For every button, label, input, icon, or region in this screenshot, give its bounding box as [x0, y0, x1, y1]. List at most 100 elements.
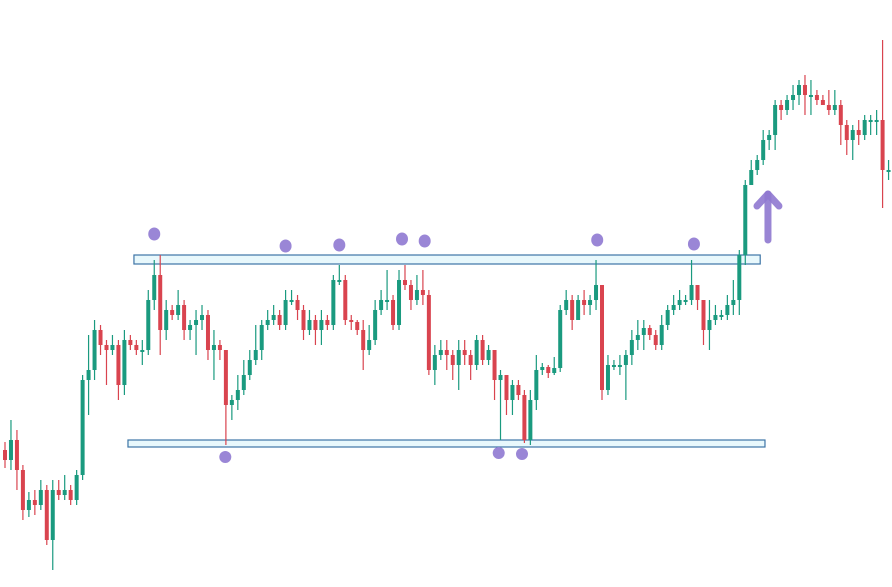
candle-body — [420, 290, 425, 295]
candle — [283, 290, 288, 330]
resistance-touch-marker — [591, 233, 604, 247]
candle — [80, 375, 85, 480]
candle-body — [367, 340, 372, 350]
candle — [743, 180, 748, 265]
candle-body — [635, 335, 640, 340]
candle-body — [241, 375, 246, 390]
candle-body — [289, 300, 294, 302]
candle-body — [385, 300, 390, 302]
candle-body — [68, 490, 73, 500]
candle-body — [229, 400, 234, 405]
candle — [838, 100, 843, 145]
candle — [432, 345, 437, 385]
candle-body — [146, 300, 151, 350]
candle-body — [74, 475, 79, 500]
candle — [582, 290, 587, 315]
candle — [546, 365, 551, 378]
candle — [808, 80, 813, 115]
candle-body — [713, 315, 718, 320]
candle — [623, 350, 628, 400]
candle — [659, 315, 664, 350]
candle — [3, 442, 7, 468]
candle-body — [56, 490, 61, 495]
candle — [468, 350, 473, 380]
candle-body — [259, 325, 264, 350]
candle-body — [152, 275, 157, 300]
candle — [725, 295, 730, 320]
candle-body — [170, 310, 175, 315]
candle — [791, 85, 796, 110]
candle-body — [814, 95, 819, 100]
candle — [594, 260, 599, 310]
candle-body — [773, 105, 778, 135]
candle — [498, 370, 503, 440]
candle-body — [540, 367, 545, 370]
candle-body — [337, 280, 342, 282]
candle-body — [86, 370, 91, 380]
breakout-arrow-head — [753, 190, 783, 210]
candle — [552, 357, 557, 375]
candle-body — [110, 345, 115, 350]
resistance-touch-marker — [148, 227, 161, 241]
candle-body — [265, 320, 270, 325]
candle — [188, 320, 193, 340]
candle-body — [701, 300, 706, 330]
candle-body — [38, 490, 43, 505]
candle — [229, 395, 234, 420]
candle-body — [408, 285, 413, 300]
candle-body — [564, 300, 569, 310]
candle-body — [779, 105, 784, 110]
candle — [361, 320, 366, 370]
candle — [617, 355, 622, 375]
candle — [152, 260, 157, 310]
candle — [343, 275, 348, 325]
candle — [886, 160, 891, 180]
candle — [355, 320, 360, 335]
candle — [534, 355, 539, 410]
candle — [677, 290, 682, 310]
candle — [134, 340, 139, 355]
candle-body — [600, 285, 604, 390]
candle — [200, 305, 205, 330]
candle — [856, 120, 861, 145]
candle — [844, 120, 849, 155]
candle — [373, 300, 378, 345]
candle-body — [205, 315, 210, 350]
candle-body — [176, 305, 181, 315]
candle-body — [283, 300, 288, 325]
candle-body — [647, 328, 652, 335]
candle — [671, 295, 676, 315]
candle-body — [838, 105, 843, 125]
candle-body — [444, 350, 449, 355]
candle — [761, 130, 766, 165]
candle — [295, 295, 300, 320]
candle — [438, 340, 443, 360]
candle-body — [641, 328, 646, 335]
candle — [56, 480, 61, 500]
candle-body — [719, 315, 724, 317]
candle — [611, 360, 616, 370]
candle-body — [349, 320, 354, 322]
candle — [474, 335, 479, 370]
candle-body — [325, 320, 330, 325]
candle — [32, 490, 37, 515]
support-touch-marker — [492, 447, 505, 459]
candle — [211, 330, 216, 380]
candle — [68, 485, 73, 505]
candle-body — [379, 300, 384, 310]
candle — [665, 305, 670, 330]
candle — [331, 275, 336, 330]
resistance-touch-marker — [279, 239, 292, 253]
candle — [289, 290, 294, 305]
candle-body — [134, 345, 139, 350]
candle-body — [659, 325, 664, 345]
candle — [426, 290, 431, 375]
candle-body — [355, 322, 360, 330]
candle — [749, 160, 754, 185]
candle-body — [271, 315, 276, 320]
candle-body — [731, 300, 736, 305]
candle-body — [307, 320, 312, 330]
candle-body — [295, 300, 300, 310]
candle — [20, 465, 25, 520]
